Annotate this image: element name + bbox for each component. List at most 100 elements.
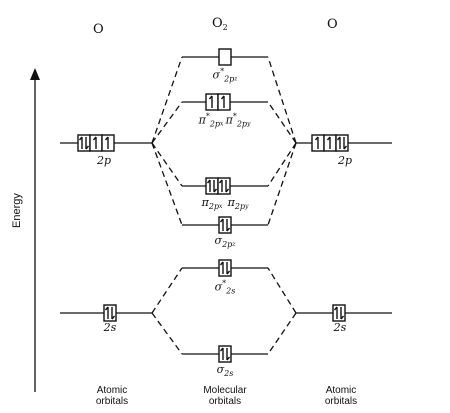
molecule-header: O2 [212, 16, 228, 32]
pi-star-2p-boxes [205, 93, 231, 111]
center-caption: Molecular orbitals [180, 385, 270, 407]
arrow-head [314, 136, 319, 141]
sigma-star-2pz-label: σ*2pz [213, 66, 238, 86]
left-2s-boxes [103, 304, 117, 322]
orbital-box [218, 259, 232, 277]
orbital-sup: * [205, 112, 210, 121]
orbital-box [217, 177, 231, 195]
orbital-sub: 2p [222, 240, 233, 249]
right-2p-label: 2p [337, 154, 353, 167]
orbital-subsub: x [220, 120, 224, 128]
arrow-head [104, 306, 109, 311]
molecule-symbol: O [212, 16, 223, 31]
sigma-2s-boxes [218, 345, 232, 363]
arrow-head [226, 227, 231, 232]
molecule-subscript: 2 [222, 23, 228, 32]
arrow-head [225, 188, 230, 193]
caption-line: Atomic [96, 385, 128, 396]
left-caption: Atomic orbitals [67, 385, 157, 407]
sigma-star-2s-boxes [218, 259, 232, 277]
sigma-2s-label: σ2s [217, 364, 234, 380]
arrow-head [85, 145, 90, 150]
arrow-head [343, 145, 348, 150]
orbital-symbol: σ [214, 234, 223, 247]
right-2p-boxes [311, 134, 349, 152]
arrow-head [213, 188, 218, 193]
pi-star-2px-label: π*2px [199, 111, 224, 131]
pi-star-2py-label: π*2py [226, 111, 251, 131]
energy-axis-label: Energy [11, 193, 23, 228]
energy-axis [30, 68, 40, 392]
orbital-subsub: z [232, 241, 236, 248]
orbital-sup: * [220, 67, 225, 76]
arrow-head [219, 347, 224, 352]
sigma-2pz-boxes [218, 216, 232, 234]
orbital-symbol: π [227, 196, 235, 209]
orbital-box [103, 304, 117, 322]
orbital-symbol: σ [216, 363, 225, 376]
left-atom-header: O [93, 22, 104, 37]
orbital-symbol: σ [214, 280, 223, 294]
arrow-head [226, 356, 231, 361]
pi-2py-label: π2py [228, 197, 249, 213]
orbital-symbol: π [201, 196, 209, 209]
orbital-subsub: y [247, 120, 251, 128]
orbital-sub: 2p [234, 202, 246, 211]
arrow-head [111, 315, 116, 320]
orbital-box [205, 177, 219, 195]
arrow-head [220, 95, 225, 100]
arrow-head [226, 270, 231, 275]
arrow-head [78, 136, 83, 141]
left-2p-boxes [77, 134, 115, 152]
orbital-box [77, 134, 91, 152]
orbital-box [332, 304, 346, 322]
sigma-2pz-label: σ2pz [215, 235, 236, 251]
correlation-lines [151, 56, 297, 355]
orbital-box [218, 48, 232, 66]
right-2s-boxes [332, 304, 346, 322]
left-2p-label: 2p [96, 154, 112, 167]
arrow-head [92, 136, 97, 141]
arrow-head [206, 179, 211, 184]
pi-2px-label: π2px [202, 197, 223, 213]
arrow-head [326, 136, 331, 141]
sigma-star-2pz-boxes [218, 48, 232, 66]
orbital-sub: 2s [224, 369, 234, 378]
orbital-sub: 2p [236, 119, 248, 129]
right-2s-label: 2s [333, 321, 347, 334]
arrow-head [208, 95, 213, 100]
orbital-box [218, 345, 232, 363]
right-caption: Atomic orbitals [296, 385, 386, 407]
caption-line: orbitals [208, 396, 242, 407]
arrow-head [336, 136, 341, 141]
orbital-box [335, 134, 349, 152]
orbital-symbol: π [225, 113, 233, 127]
caption-line: Atomic [325, 385, 357, 396]
orbital-subsub: x [219, 203, 223, 210]
sigma-star-2s-label: σ*2s [215, 278, 236, 298]
orbital-sub: 2p [224, 74, 235, 84]
arrow-head [340, 315, 345, 320]
right-atom-header: O [327, 17, 338, 32]
orbital-sup: * [232, 112, 237, 121]
orbital-sup: * [222, 279, 227, 288]
orbital-boxes [77, 48, 349, 363]
orbital-symbol: π [198, 113, 206, 127]
caption-line: Molecular [203, 385, 247, 396]
arrow-head [219, 218, 224, 223]
caption-line: orbitals [95, 396, 129, 407]
left-2s-label: 2s [103, 321, 117, 334]
orbital-symbol: σ [212, 68, 221, 82]
arrow-head [104, 136, 109, 141]
orbital-box [218, 216, 232, 234]
pi-2p-boxes [205, 177, 231, 195]
arrow-head [218, 179, 223, 184]
caption-line: orbitals [324, 396, 358, 407]
arrow-head [333, 306, 338, 311]
orbital-subsub: y [245, 203, 249, 210]
orbital-subsub: z [234, 75, 238, 83]
arrow-head [219, 261, 224, 266]
orbital-sub: 2s [226, 286, 236, 296]
